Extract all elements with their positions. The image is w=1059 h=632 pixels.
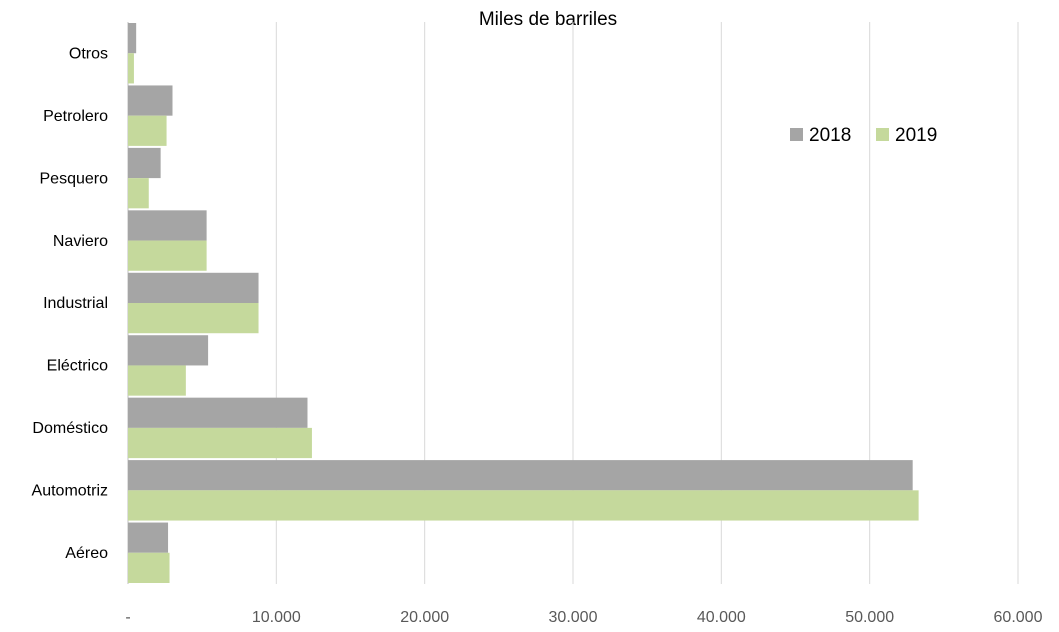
bar bbox=[128, 427, 312, 459]
bar bbox=[128, 272, 259, 303]
bar bbox=[128, 365, 186, 396]
bar bbox=[128, 522, 169, 553]
x-tick-label: 50.000 bbox=[845, 609, 894, 626]
bar bbox=[128, 335, 209, 366]
y-tick-label: Pesquero bbox=[40, 170, 109, 187]
x-tick-label: 10.000 bbox=[252, 609, 301, 626]
bar bbox=[128, 115, 167, 146]
x-tick-label: 20.000 bbox=[400, 609, 449, 626]
bar bbox=[128, 85, 173, 116]
bar bbox=[128, 178, 149, 209]
bar bbox=[128, 490, 919, 521]
y-tick-label: Industrial bbox=[43, 295, 108, 312]
legend-swatch bbox=[876, 128, 889, 141]
legend-label: 2019 bbox=[895, 125, 937, 146]
y-tick-label: Automotriz bbox=[32, 483, 108, 500]
x-tick-label: 30.000 bbox=[549, 609, 598, 626]
y-tick-label: Eléctrico bbox=[47, 358, 108, 375]
bar bbox=[128, 147, 161, 179]
chart-title: Miles de barriles bbox=[479, 9, 617, 30]
y-tick-label: Doméstico bbox=[32, 420, 108, 437]
legend-label: 2018 bbox=[809, 125, 851, 146]
legend-swatch bbox=[790, 128, 803, 141]
bar bbox=[128, 210, 207, 241]
x-tick-label: 40.000 bbox=[697, 609, 746, 626]
y-tick-label: Petrolero bbox=[43, 108, 108, 125]
y-tick-label: Naviero bbox=[53, 233, 108, 250]
y-tick-label: Aéreo bbox=[65, 545, 108, 562]
x-tick-label: - bbox=[125, 609, 130, 626]
bar bbox=[128, 460, 913, 491]
x-tick-label: 60.000 bbox=[994, 609, 1043, 626]
bar bbox=[128, 53, 134, 84]
bar bbox=[128, 23, 137, 54]
bar bbox=[128, 303, 259, 334]
y-tick-label: Otros bbox=[69, 45, 108, 62]
bar bbox=[128, 240, 207, 271]
bar bbox=[128, 397, 308, 428]
bar bbox=[128, 552, 170, 583]
